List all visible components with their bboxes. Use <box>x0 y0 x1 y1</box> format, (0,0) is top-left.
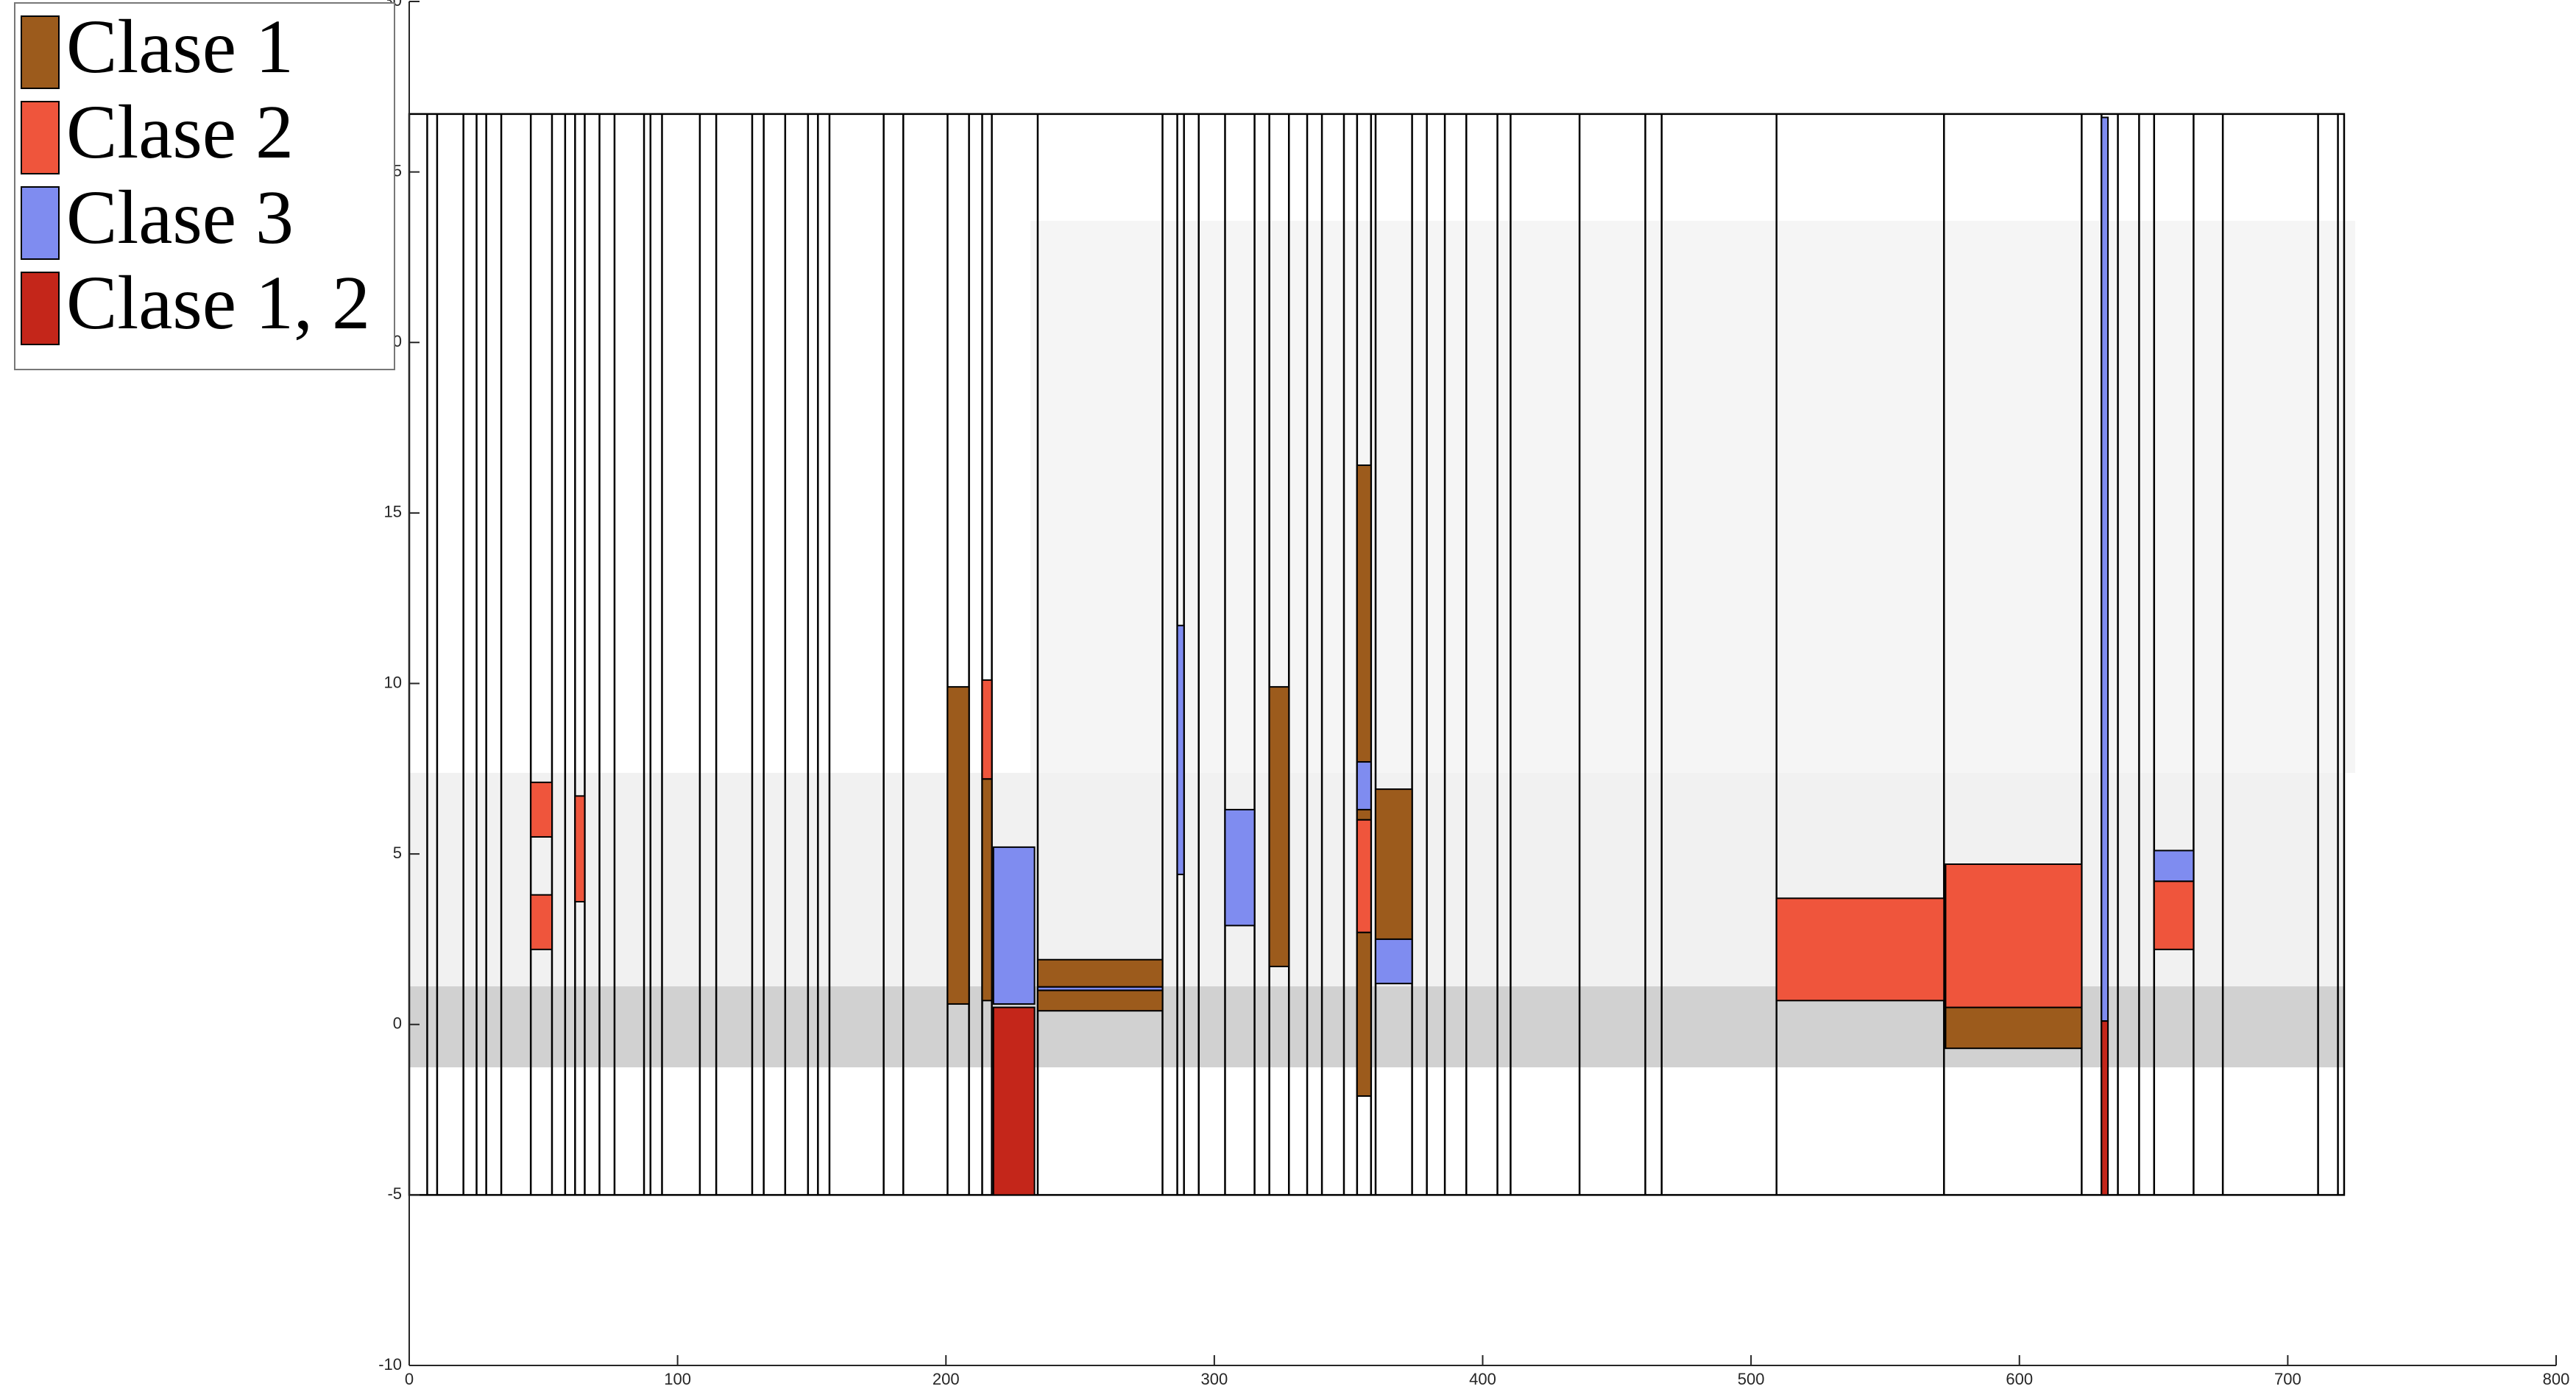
class-region <box>992 846 1036 1005</box>
class-region <box>1375 788 1413 940</box>
class-region <box>1775 897 1945 1002</box>
y-tick-label: 10 <box>384 673 402 691</box>
class-region <box>2153 849 2195 883</box>
signal-haze <box>1030 221 2355 773</box>
class-region <box>992 1006 1036 1196</box>
x-tick-label: 100 <box>664 1370 691 1388</box>
class-region <box>946 686 970 1005</box>
legend-label: Clase 3 <box>66 175 294 260</box>
class-region <box>1036 986 1164 992</box>
class-region <box>1268 686 1290 967</box>
legend-label: Clase 1, 2 <box>66 261 370 345</box>
legend-swatch <box>21 272 60 345</box>
y-tick-label: -5 <box>387 1184 402 1203</box>
x-tick-label: 300 <box>1201 1370 1228 1388</box>
x-tick-label: 200 <box>933 1370 960 1388</box>
class-region <box>530 894 553 950</box>
class-region <box>1036 989 1164 1012</box>
legend-label: Clase 1 <box>66 4 294 89</box>
y-tick-label: 5 <box>393 844 402 862</box>
legend-swatch <box>21 101 60 174</box>
class-region <box>1356 931 1372 1098</box>
legend-swatch <box>21 15 60 89</box>
legend-swatch <box>21 186 60 260</box>
class-region <box>2101 1020 2109 1196</box>
class-region <box>981 778 993 1002</box>
class-region <box>1224 808 1256 927</box>
x-tick-label: 400 <box>1469 1370 1496 1388</box>
class-region <box>2101 116 2109 1022</box>
y-tick-label: -10 <box>378 1355 402 1374</box>
class-region <box>1036 958 1164 988</box>
class-region <box>1356 819 1372 933</box>
class-region <box>574 795 586 902</box>
class-region <box>1356 761 1372 810</box>
legend-box <box>14 2 395 370</box>
class-region <box>530 781 553 838</box>
class-region <box>1375 938 1413 985</box>
x-tick-label: 0 <box>405 1370 414 1388</box>
x-tick-label: 700 <box>2274 1370 2301 1388</box>
class-region <box>1945 863 2083 1008</box>
x-tick-label: 800 <box>2543 1370 2570 1388</box>
legend-label: Clase 2 <box>66 90 294 174</box>
class-region <box>2153 880 2195 950</box>
x-tick-label: 500 <box>1738 1370 1765 1388</box>
x-tick-label: 600 <box>2006 1370 2033 1388</box>
class-region <box>1176 624 1185 875</box>
class-region <box>1945 1006 2083 1050</box>
y-tick-label: 0 <box>393 1014 402 1033</box>
class-region <box>981 679 993 780</box>
y-tick-label: 15 <box>384 503 402 521</box>
